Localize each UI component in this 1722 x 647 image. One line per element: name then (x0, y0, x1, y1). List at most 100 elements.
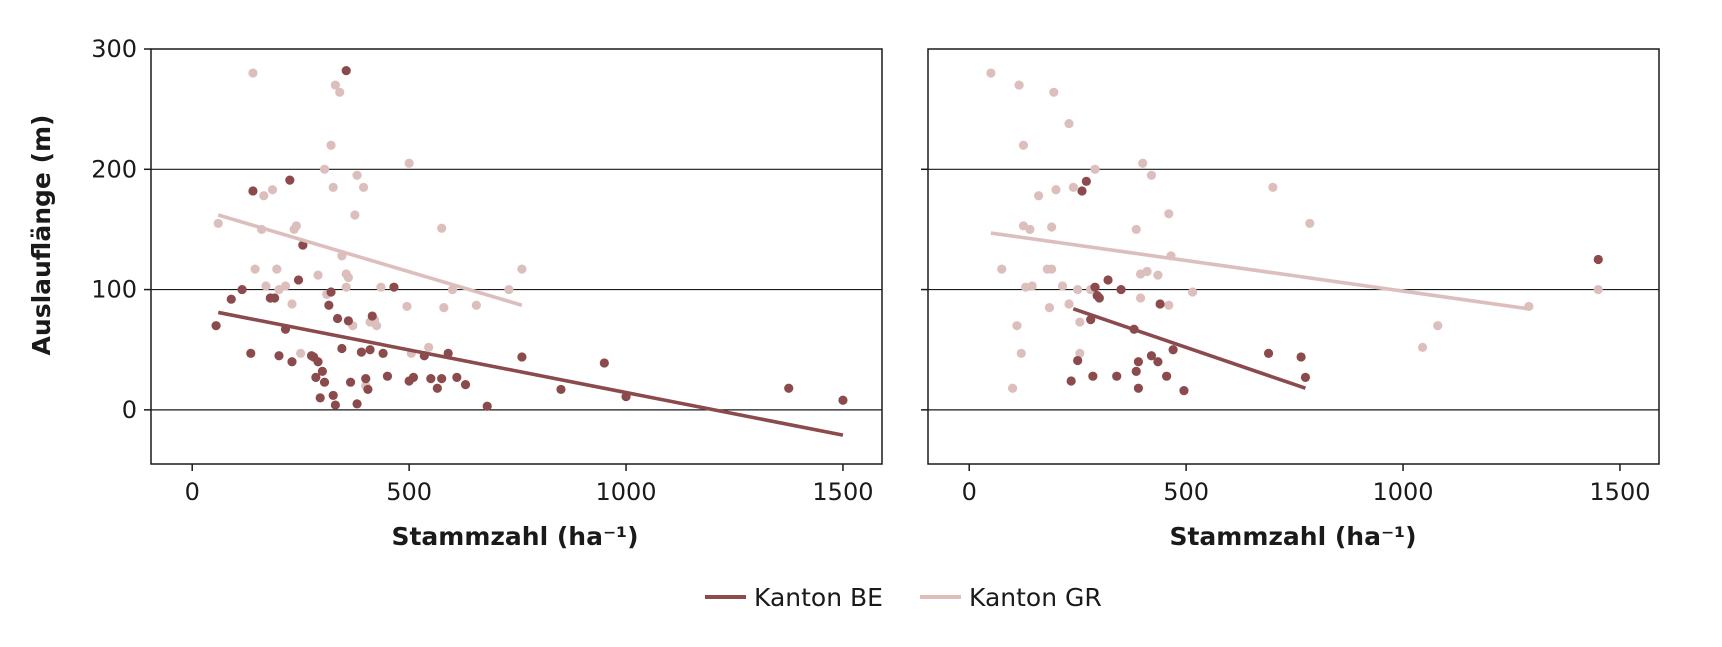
x-tick-label-1000: 1000 (596, 478, 657, 506)
data-point-gr (1027, 281, 1037, 291)
legend-label-kanton-gr: Kanton GR (969, 583, 1102, 612)
data-point-be (1300, 372, 1311, 382)
data-point-gr (335, 87, 345, 97)
data-point-be (319, 377, 330, 387)
data-point-gr (1034, 191, 1044, 201)
y-tick-label-100: 100 (91, 276, 137, 304)
data-point-gr (437, 223, 447, 233)
data-point-gr (1073, 284, 1083, 295)
data-point-be (361, 373, 371, 384)
data-point-be (1133, 357, 1144, 367)
data-point-be (311, 372, 321, 382)
data-point-gr (517, 264, 527, 274)
data-point-be (298, 240, 308, 250)
data-point-be (285, 175, 295, 185)
data-point-be (1081, 176, 1091, 186)
data-point-gr (1146, 170, 1157, 180)
data-point-be (1090, 282, 1100, 292)
data-point-be (1088, 371, 1098, 381)
data-point-gr (319, 164, 330, 174)
data-point-gr (358, 182, 369, 192)
data-point-be (352, 399, 362, 409)
data-point-be (226, 294, 236, 304)
data-point-be (343, 316, 353, 326)
data-point-gr (280, 281, 291, 291)
data-point-gr (1016, 348, 1026, 358)
data-point-gr (1090, 164, 1100, 174)
data-point-gr (371, 321, 382, 331)
data-point-be (293, 275, 304, 285)
data-point-be (784, 383, 794, 393)
data-point-be (363, 384, 373, 395)
data-point-be (1146, 351, 1157, 361)
x-tick-label-0: 0 (185, 478, 200, 506)
data-point-gr (287, 299, 297, 309)
data-point-be (517, 352, 527, 362)
data-point-gr (1049, 87, 1059, 97)
data-point-gr (1068, 182, 1078, 192)
trend-line-gr (217, 213, 523, 307)
data-point-be (1116, 284, 1126, 295)
data-point-gr (213, 218, 223, 229)
data-point-be (460, 380, 471, 390)
data-point-gr (1018, 140, 1029, 150)
data-point-be (1094, 293, 1104, 303)
trend-line-be (1072, 307, 1307, 390)
data-point-be (1263, 348, 1274, 358)
legend-label-kanton-be: Kanton BE (754, 583, 883, 612)
data-point-be (1155, 299, 1165, 309)
data-point-be (378, 348, 388, 358)
right-panel: Stammzahl (ha⁻¹) 0 500 1000 1500 (921, 48, 1660, 551)
data-point-be (345, 377, 356, 387)
data-point-be (1133, 383, 1144, 393)
data-point-be (246, 348, 256, 358)
data-point-gr (328, 182, 338, 192)
data-point-gr (1075, 348, 1085, 358)
x-tick-label-500: 500 (1163, 478, 1209, 506)
data-point-be (1593, 254, 1603, 265)
data-point-gr (1007, 383, 1018, 393)
data-point-be (330, 400, 340, 410)
data-point-be (1131, 366, 1141, 376)
data-point-gr (1138, 158, 1148, 168)
data-point-gr (504, 284, 514, 295)
data-point-gr (447, 284, 458, 295)
x-tick-label-0: 0 (962, 478, 977, 506)
y-tick-label-300: 300 (91, 35, 137, 63)
x-axis-title: Stammzahl (ha⁻¹) (391, 522, 638, 551)
data-point-gr (272, 264, 282, 274)
data-point-be (341, 66, 351, 76)
data-point-gr (352, 170, 362, 180)
data-point-be (367, 311, 377, 321)
data-point-gr (1051, 185, 1061, 195)
data-point-be (482, 401, 492, 411)
data-point-gr (1047, 222, 1057, 232)
data-point-be (1179, 386, 1189, 396)
x-tick-label-1500: 1500 (1589, 478, 1650, 506)
y-tick-label-0: 0 (122, 396, 137, 424)
data-point-be (432, 383, 442, 393)
data-point-gr (376, 282, 386, 292)
data-point-be (287, 357, 297, 367)
legend: Kanton BE Kanton GR (705, 583, 1102, 612)
plot-frame (150, 48, 883, 465)
data-point-gr (296, 348, 306, 358)
data-point-gr (1417, 342, 1428, 352)
data-point-gr (1025, 224, 1035, 235)
data-point-be (1066, 376, 1076, 386)
data-point-gr (424, 342, 434, 352)
data-point-gr (1135, 293, 1146, 303)
data-point-gr (343, 272, 353, 283)
data-point-gr (1131, 224, 1141, 235)
data-point-be (426, 373, 436, 384)
data-point-gr (1012, 321, 1022, 331)
left-panel: Auslauflänge (m) Stammzahl (ha⁻¹) 0 100 20… (27, 35, 883, 551)
x-tick-label-1500: 1500 (812, 478, 873, 506)
data-point-gr (330, 80, 340, 90)
data-point-gr (439, 303, 449, 313)
data-point-be (437, 373, 447, 384)
data-point-gr (350, 210, 360, 220)
data-point-be (356, 347, 367, 357)
data-point-be (556, 384, 566, 395)
data-point-gr (471, 300, 481, 310)
